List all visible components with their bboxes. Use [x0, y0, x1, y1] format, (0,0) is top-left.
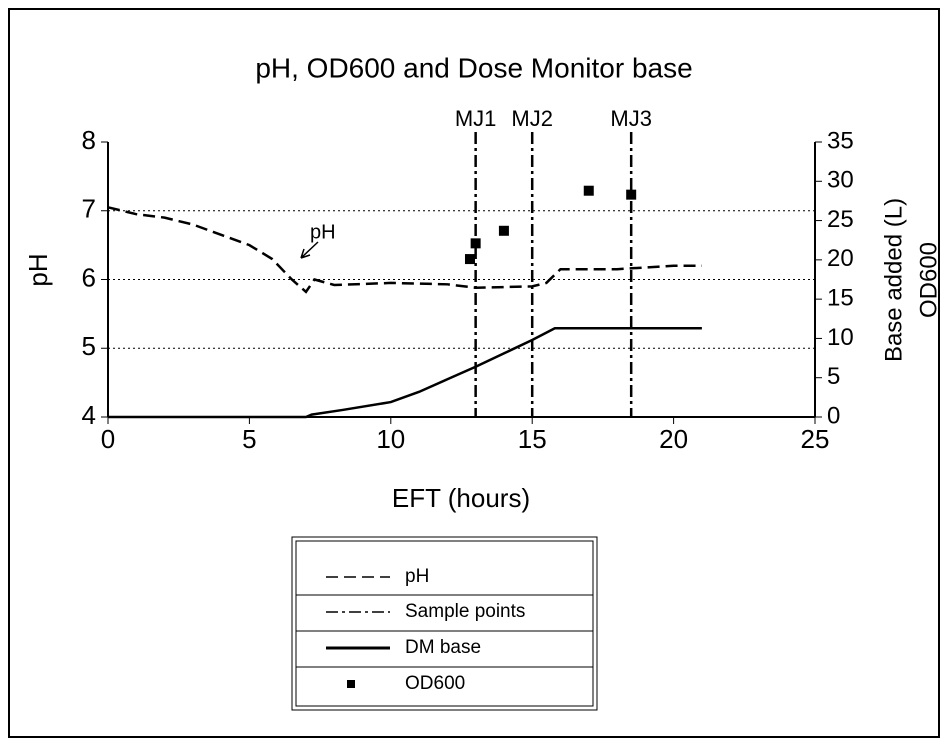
x-tick-label: 15 [518, 424, 547, 454]
point [470, 238, 481, 249]
point [464, 254, 475, 265]
y-tick-label: 6 [82, 262, 96, 292]
series-line [108, 326, 702, 419]
y2-axis-label: Base added (L) [880, 198, 907, 362]
y2-tick-label: 25 [827, 206, 854, 233]
x-tick-label: 20 [659, 424, 688, 454]
sample-label: MJ2 [511, 106, 553, 131]
y-axis-label: pH [23, 253, 53, 286]
annotation-arrow [300, 241, 319, 259]
y2-tick-label: 0 [827, 402, 840, 429]
point [498, 225, 509, 236]
y-tick-label: 4 [82, 400, 96, 430]
legend-label: Sample points [405, 601, 525, 622]
legend-frame [291, 536, 598, 711]
point [626, 189, 637, 200]
chart-title: pH, OD600 and Dose Monitor base [255, 52, 692, 83]
legend-label: DM base [405, 637, 481, 658]
annotation: pH [310, 221, 336, 243]
y2-tick-label: 15 [827, 284, 854, 311]
y-tick-label: 5 [82, 331, 96, 361]
sample-label: MJ1 [455, 106, 497, 131]
y2-tick-label: 35 [827, 127, 854, 154]
frame [8, 8, 940, 738]
legend-label: OD600 [405, 673, 465, 694]
y2-tick-label: 10 [827, 324, 854, 351]
point [583, 185, 594, 196]
y2-tick-label: 20 [827, 245, 854, 272]
legend-swatch [347, 680, 355, 688]
legend-frame [295, 540, 594, 707]
x-tick-label: 10 [376, 424, 405, 454]
sample-label: MJ3 [610, 106, 652, 131]
x-tick-label: 0 [101, 424, 115, 454]
x-tick-label: 5 [242, 424, 256, 454]
series-line [107, 206, 702, 294]
y2-tick-label: 30 [827, 167, 854, 194]
y-tick-label: 7 [82, 194, 96, 224]
x-tick-label: 25 [801, 424, 830, 454]
y2-axis-label: OD600 [915, 242, 942, 318]
x-axis-label: EFT (hours) [392, 483, 530, 513]
y2-tick-label: 5 [827, 363, 840, 390]
y-tick-label: 8 [82, 125, 96, 155]
legend-label: pH [405, 566, 429, 587]
